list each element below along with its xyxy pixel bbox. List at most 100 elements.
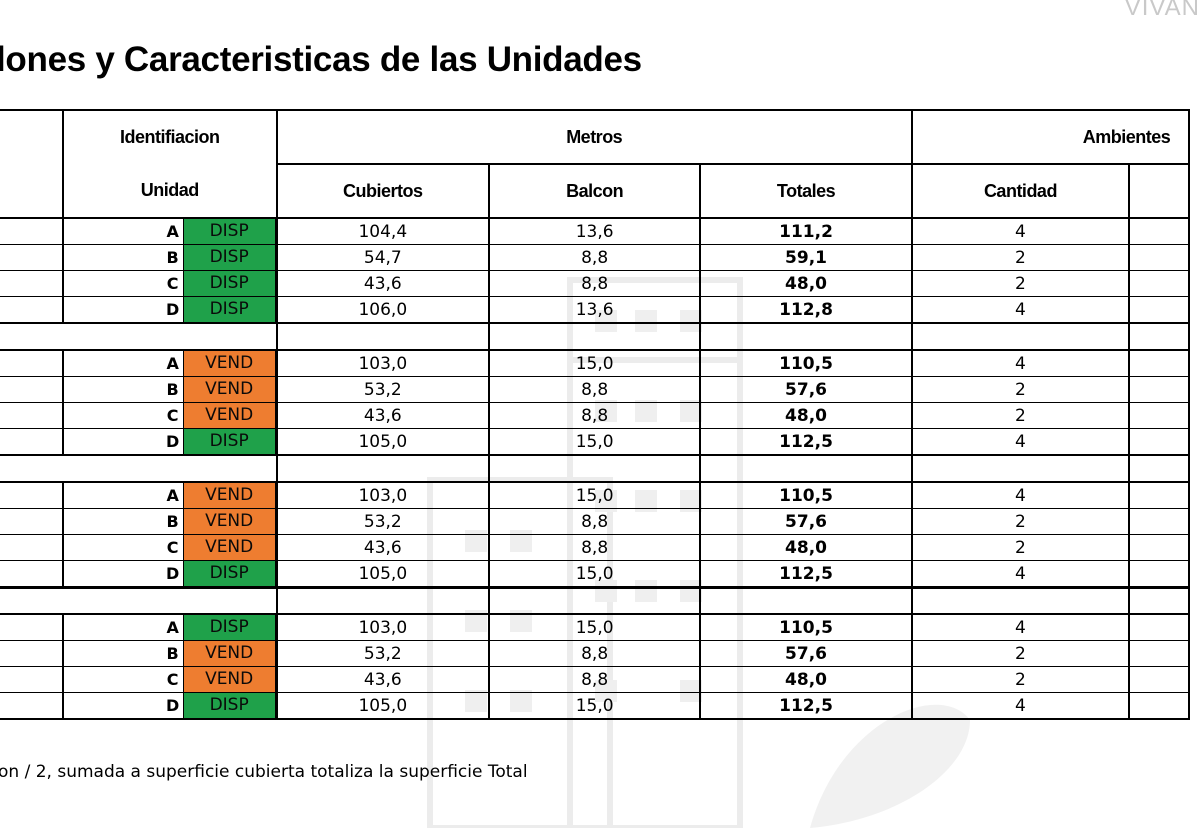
unit-letter: C	[163, 667, 184, 692]
unit-letter: A	[163, 483, 184, 508]
unit-letter: C	[163, 403, 184, 428]
header-totales: Totales	[699, 163, 913, 219]
separator-cell	[699, 455, 913, 482]
balcon-cell: 8,8	[487, 534, 702, 561]
unit-cell: D DISP	[61, 560, 278, 589]
floor-cell	[0, 508, 64, 535]
unit-letter: D	[163, 693, 184, 718]
cantidad-cell: 4	[910, 613, 1131, 641]
cubiertos-cell: 54,7	[275, 244, 490, 271]
totales-cell: 48,0	[699, 534, 913, 561]
separator-cell	[275, 455, 490, 482]
unit-letter: B	[163, 641, 184, 666]
table-row: A DISP 104,4 13,6 111,2 4	[0, 217, 1190, 245]
totales-cell: 112,5	[699, 560, 913, 589]
floor-cell	[0, 244, 64, 271]
unit-cell: C VEND	[61, 666, 278, 693]
balcon-cell: 8,8	[487, 402, 702, 429]
floor-cell	[0, 534, 64, 561]
totales-cell: 112,8	[699, 296, 913, 324]
unit-cell: A VEND	[61, 481, 278, 509]
cantidad-cell: 2	[910, 244, 1131, 271]
separator-cell	[910, 323, 1131, 350]
unit-letter: B	[163, 377, 184, 402]
status-badge: VEND	[183, 667, 276, 692]
balcon-cell: 8,8	[487, 244, 702, 271]
table-row: C VEND 43,6 8,8 48,0 2	[0, 666, 1190, 693]
status-badge: DISP	[183, 271, 276, 296]
balcon-cell: 15,0	[487, 349, 702, 377]
group-separator-row	[0, 586, 1190, 614]
balcon-cell: 8,8	[487, 508, 702, 535]
unit-cell: A VEND	[61, 349, 278, 377]
separator-cell	[910, 586, 1131, 614]
separator-cell	[275, 323, 490, 350]
unit-cell: D DISP	[61, 296, 278, 324]
totales-cell: 112,5	[699, 428, 913, 456]
separator-cell	[487, 586, 702, 614]
unit-cell: D DISP	[61, 428, 278, 456]
cantidad-cell: 2	[910, 376, 1131, 403]
extra-cell	[1128, 692, 1190, 720]
cantidad-cell: 4	[910, 560, 1131, 589]
totales-cell: 112,5	[699, 692, 913, 720]
table-row: C VEND 43,6 8,8 48,0 2	[0, 402, 1190, 429]
extra-cell	[1128, 481, 1190, 509]
header-balcon: Balcon	[487, 163, 702, 219]
balcon-cell: 8,8	[487, 666, 702, 693]
unit-cell: D DISP	[61, 692, 278, 720]
table-row: A VEND 103,0 15,0 110,5 4	[0, 481, 1190, 509]
totales-cell: 48,0	[699, 270, 913, 297]
balcon-cell: 15,0	[487, 481, 702, 509]
extra-cell	[1128, 376, 1190, 403]
separator-cell	[0, 586, 63, 614]
table-row: C VEND 43,6 8,8 48,0 2	[0, 534, 1190, 561]
balcon-cell: 15,0	[487, 613, 702, 641]
totales-cell: 57,6	[699, 376, 913, 403]
status-badge: VEND	[183, 403, 276, 428]
cantidad-cell: 4	[910, 692, 1131, 720]
separator-cell	[62, 323, 278, 350]
cubiertos-cell: 103,0	[275, 349, 490, 377]
separator-cell	[0, 323, 63, 350]
totales-cell: 48,0	[699, 666, 913, 693]
table-row: B VEND 53,2 8,8 57,6 2	[0, 508, 1190, 535]
header-ambientes: Ambientes	[910, 109, 1191, 165]
unit-letter: A	[163, 351, 184, 376]
extra-cell	[1128, 402, 1190, 429]
separator-cell	[487, 323, 702, 350]
floor-cell	[0, 270, 64, 297]
table-row: D DISP 105,0 15,0 112,5 4	[0, 428, 1190, 456]
status-badge: VEND	[183, 535, 276, 560]
cantidad-cell: 2	[910, 508, 1131, 535]
status-badge: VEND	[183, 509, 276, 534]
totales-cell: 57,6	[699, 508, 913, 535]
status-badge: DISP	[183, 615, 276, 640]
cantidad-cell: 2	[910, 402, 1131, 429]
unit-letter: D	[163, 297, 184, 322]
unit-letter: D	[163, 429, 184, 454]
balcon-cell: 15,0	[487, 560, 702, 589]
floor-cell	[0, 402, 64, 429]
floor-cell	[0, 692, 64, 720]
table-row: D DISP 105,0 15,0 112,5 4	[0, 560, 1190, 589]
cubiertos-cell: 105,0	[275, 428, 490, 456]
header-identificacion: Identifiacion	[61, 109, 278, 164]
cubiertos-cell: 43,6	[275, 534, 490, 561]
unit-cell: A DISP	[61, 613, 278, 641]
cubiertos-cell: 53,2	[275, 640, 490, 667]
page-title: lones y Caracteristicas de las Unidades	[0, 40, 642, 79]
footnote: on / 2, sumada a superficie cubierta tot…	[0, 762, 528, 782]
totales-cell: 110,5	[699, 481, 913, 509]
extra-cell	[1128, 560, 1190, 589]
separator-cell	[699, 323, 913, 350]
cubiertos-cell: 105,0	[275, 692, 490, 720]
cubiertos-cell: 103,0	[275, 613, 490, 641]
unit-cell: C VEND	[61, 534, 278, 561]
header-cantidad: Cantidad	[910, 163, 1131, 219]
floor-cell	[0, 560, 64, 589]
unit-letter: B	[163, 509, 184, 534]
status-badge: VEND	[183, 483, 276, 508]
cantidad-cell: 2	[910, 666, 1131, 693]
floor-cell	[0, 296, 64, 324]
